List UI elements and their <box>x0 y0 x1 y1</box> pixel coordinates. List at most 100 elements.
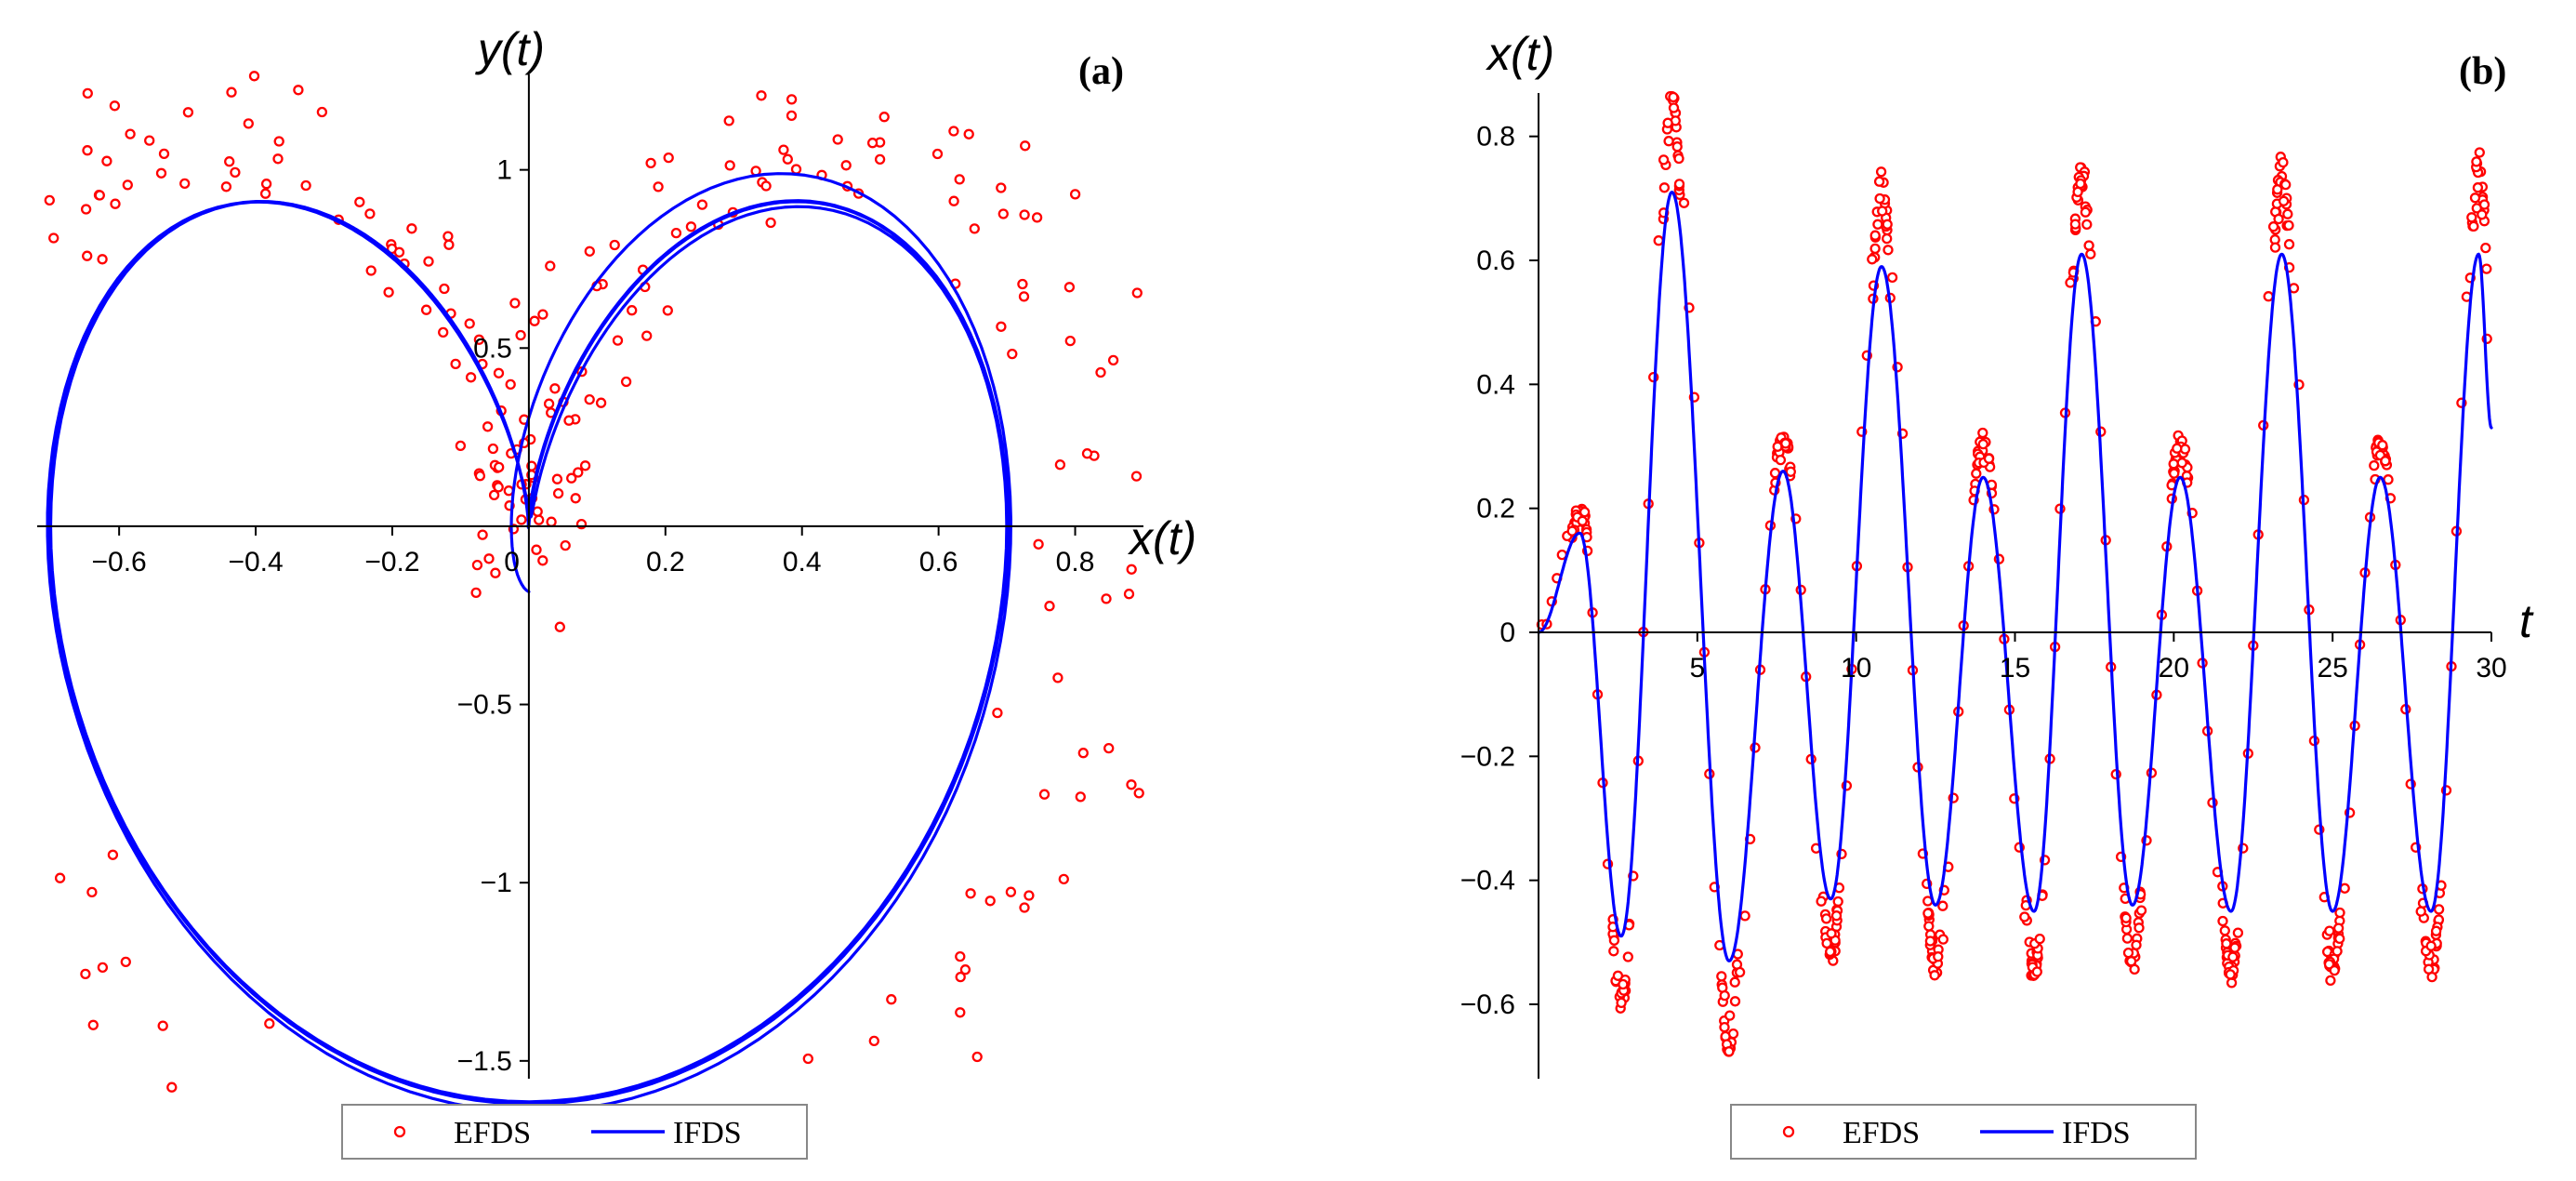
panel-a-efds-point <box>570 493 581 504</box>
panel-b-efds-point <box>2169 468 2180 479</box>
panel-b-efds-point <box>1662 117 1673 128</box>
panel-a-efds-point <box>464 318 475 329</box>
panel-b-legend: EFDS IFDS <box>1730 1104 2197 1160</box>
panel-a-efds-point <box>543 398 555 409</box>
panel-b-efds-point <box>2425 940 2437 951</box>
panel-a-efds-point <box>765 217 776 229</box>
panel-b-efds-point <box>1618 978 1629 990</box>
panel-a-efds-point <box>97 254 108 265</box>
panel-a-y-tick-label: 0.5 <box>473 333 512 364</box>
panel-b-legend-efds-label: EFDS <box>1843 1116 1920 1150</box>
panel-b-efds-point <box>1882 232 1893 245</box>
panel-a-efds-point <box>948 195 959 206</box>
panel-b-efds-point <box>1678 197 1690 208</box>
panel-b-x-tick-label: −0.6 <box>1460 989 1515 1020</box>
panel-b-efds-point <box>2278 195 2290 206</box>
panel-b-efds-point <box>1825 946 1836 958</box>
panel-a-phase-portrait: −0.6 −0.4 −0.2 0 0.2 0.4 0.6 0.8 −1.5 −1 −0.5 0.5 1… <box>37 23 1196 1160</box>
panel-a-efds-point <box>490 567 501 578</box>
panel-a-efds-point <box>293 85 304 96</box>
panel-b-ifds-curve <box>1537 191 2493 962</box>
panel-a-efds-point <box>573 467 584 478</box>
panel-b-efds-point <box>2334 907 2345 919</box>
panel-a-efds-point <box>620 376 632 388</box>
panel-a-efds-point <box>110 198 121 209</box>
panel-a-efds-point <box>1126 779 1137 790</box>
panel-b-efds-point <box>2263 291 2274 302</box>
panel-b-efds-point <box>1668 102 1680 113</box>
panel-a-efds-point <box>264 1018 275 1029</box>
panel-a-efds-point <box>483 553 495 564</box>
panel-a-y-tick-label: −0.5 <box>457 690 512 721</box>
panel-b-efds-point <box>2133 922 2145 934</box>
panel-a-efds-point <box>552 487 564 499</box>
panel-b-efds-point <box>1937 934 1949 945</box>
panel-a-x-tick-label: 0.4 <box>783 547 822 577</box>
panel-a-efds-point <box>778 144 789 155</box>
panel-a-efds-point <box>756 90 767 101</box>
panel-a-efds-point <box>473 334 485 345</box>
panel-a-efds-point <box>470 587 482 599</box>
panel-a-x-tick-label: 0.2 <box>646 547 685 577</box>
panel-a-efds-point <box>82 87 93 100</box>
panel-a-efds-point <box>563 415 575 426</box>
panel-a-efds-point <box>420 304 432 315</box>
panel-a-efds-point <box>959 964 971 975</box>
panel-b-efds-point <box>2217 915 2228 927</box>
panel-a-efds-point <box>515 329 526 341</box>
panel-a-efds-point <box>1038 789 1050 800</box>
panel-b-efds-point <box>2168 458 2179 470</box>
panel-b-efds-point <box>1579 506 1591 518</box>
panel-b-efds-point <box>2072 186 2083 198</box>
panel-b-efds-point <box>1832 896 1843 908</box>
panel-a-x-axis-title: x(t) <box>1128 512 1196 564</box>
panel-a-efds-point <box>122 179 133 191</box>
panel-a-efds-point <box>878 112 890 123</box>
panel-a-efds-point <box>551 473 563 484</box>
panel-b-efds-point <box>2471 203 2482 214</box>
panel-b-efds-point <box>2283 239 2295 250</box>
panel-a-efds-point <box>984 896 996 907</box>
panel-b-efds-point <box>2075 178 2086 190</box>
panel-a-efds-point <box>259 188 271 199</box>
panel-a-x-ticks: −0.6 −0.4 −0.2 0 0.2 0.4 0.6 0.8 <box>92 525 1094 577</box>
panel-a-y-axis-title: y(t) <box>475 23 545 75</box>
panel-a-efds-point <box>87 1019 99 1030</box>
panel-b-efds-point <box>2369 459 2380 471</box>
panel-a-efds-point <box>670 227 682 239</box>
panel-a-efds-point <box>584 245 595 257</box>
panel-b-efds-point <box>1872 219 1883 230</box>
panel-a-efds-point <box>443 239 455 250</box>
panel-a-efds-point <box>609 239 620 251</box>
panel-a-efds-point <box>80 204 92 215</box>
panel-b-efds-point <box>1922 908 1934 919</box>
panel-b-efds-point <box>2267 221 2279 232</box>
panel-a-efds-point <box>955 950 966 962</box>
panel-a-efds-point <box>1103 742 1115 754</box>
panel-b-efds-point <box>2415 906 2426 917</box>
panel-a-efds-point <box>554 621 565 632</box>
panel-b-efds-point <box>2121 933 2133 944</box>
panel-a-efds-point <box>493 367 505 378</box>
panel-b-efds-point <box>1882 219 1893 230</box>
panel-a-efds-point <box>595 397 607 408</box>
panel-b-efds-point <box>1869 230 1881 241</box>
panel-b-efds-point <box>1608 935 1620 946</box>
panel-b-x-tick-label: 0.2 <box>1476 494 1515 524</box>
panel-a-efds-point <box>1107 354 1119 366</box>
panel-a-efds-point <box>627 305 638 316</box>
panel-a-efds-point <box>965 888 976 899</box>
panel-a-efds-point <box>465 372 477 383</box>
panel-b-efds-point <box>2481 263 2492 274</box>
panel-b-efds-point <box>2480 242 2491 254</box>
panel-a-efds-point <box>1077 748 1089 759</box>
panel-a-efds-point <box>662 305 673 316</box>
panel-b-efds-point <box>2324 925 2335 936</box>
panel-a-efds-point <box>760 180 772 192</box>
panel-a-efds-point <box>477 529 488 540</box>
panel-b-t-tick-label: 25 <box>2317 653 2347 683</box>
panel-a-efds-point <box>438 326 449 338</box>
panel-b-time-series: 5 10 15 20 25 30 −0.6−0.4−0.200.20.40.60.8 t … <box>1460 28 2534 1160</box>
panel-a-efds-point <box>316 106 328 118</box>
panel-b-efds-point <box>1886 272 1898 284</box>
